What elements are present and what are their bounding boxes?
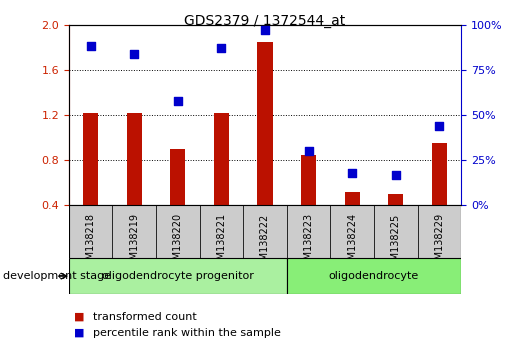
Bar [69, 258, 287, 294]
Point [86, 44, 95, 49]
Bar [374, 205, 418, 258]
Bar [243, 205, 287, 258]
Bar [344, 192, 360, 205]
Bar [287, 205, 330, 258]
Bar [170, 149, 185, 205]
Bar [156, 205, 200, 258]
Text: ■: ■ [74, 328, 85, 338]
Text: GSM138220: GSM138220 [173, 213, 183, 273]
Point [348, 170, 356, 176]
Text: development stage: development stage [3, 271, 111, 281]
Text: GSM138224: GSM138224 [347, 213, 357, 273]
Bar [112, 205, 156, 258]
Point [261, 27, 269, 33]
Text: oligodendrocyte: oligodendrocyte [329, 271, 419, 281]
Point [304, 148, 313, 154]
Text: transformed count: transformed count [93, 312, 197, 322]
Point [435, 123, 444, 129]
Bar [301, 155, 316, 205]
Text: percentile rank within the sample: percentile rank within the sample [93, 328, 280, 338]
Text: GSM138223: GSM138223 [304, 213, 314, 273]
Text: ■: ■ [74, 312, 85, 322]
Point [130, 51, 138, 57]
Bar [287, 258, 461, 294]
Bar [388, 194, 403, 205]
Text: GDS2379 / 1372544_at: GDS2379 / 1372544_at [184, 14, 346, 28]
Text: GSM138225: GSM138225 [391, 213, 401, 273]
Bar [214, 113, 229, 205]
Text: GSM138222: GSM138222 [260, 213, 270, 273]
Text: GSM138219: GSM138219 [129, 213, 139, 272]
Point [217, 45, 226, 51]
Point [174, 98, 182, 103]
Bar [330, 205, 374, 258]
Bar [200, 205, 243, 258]
Bar [69, 205, 112, 258]
Bar [432, 143, 447, 205]
Text: oligodendrocyte progenitor: oligodendrocyte progenitor [102, 271, 254, 281]
Bar [127, 113, 142, 205]
Bar [258, 42, 272, 205]
Text: GSM138221: GSM138221 [216, 213, 226, 273]
Bar [83, 113, 99, 205]
Text: GSM138218: GSM138218 [86, 213, 96, 272]
Point [392, 172, 400, 177]
Text: GSM138229: GSM138229 [434, 213, 444, 273]
Bar [418, 205, 461, 258]
